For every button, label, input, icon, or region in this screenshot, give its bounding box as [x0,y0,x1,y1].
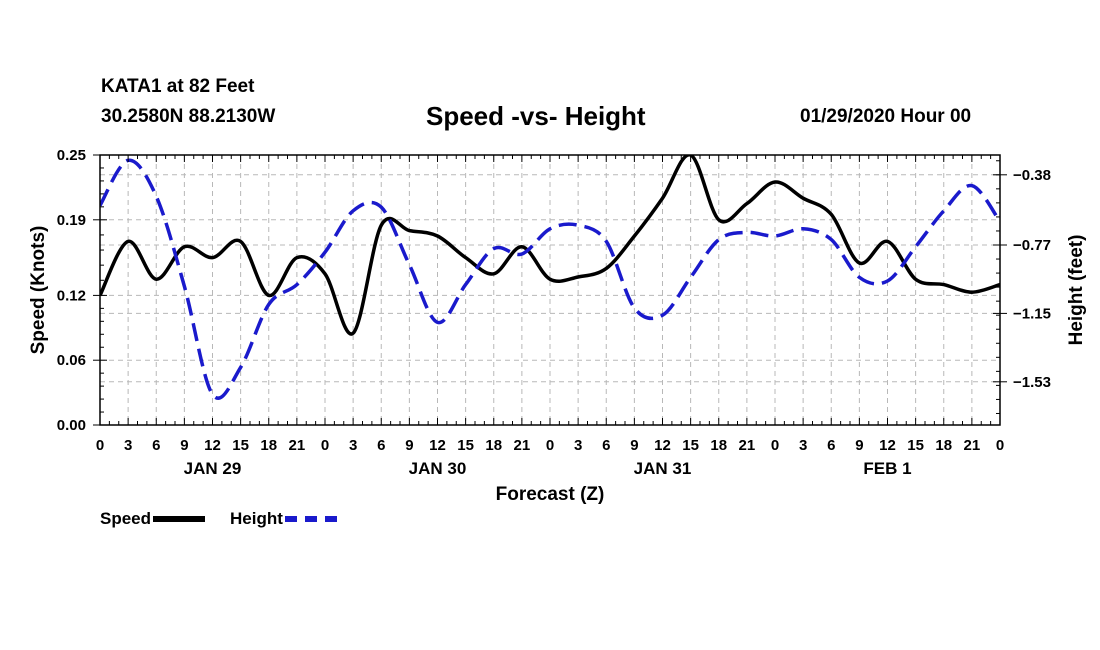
legend-speed: Speed [100,509,206,529]
y-left-tick-label: 0.25 [57,147,86,164]
legend-height-swatch [284,516,337,522]
date-label: JAN 29 [184,459,242,478]
date-label: JAN 30 [409,459,467,478]
chart-title: Speed -vs- Height [426,101,646,131]
y-left-tick-label: 0.00 [57,417,86,434]
series-line-speed [100,155,1000,336]
y-left-tick-label: 0.19 [57,212,86,229]
x-tick-label: 12 [204,437,221,454]
x-tick-label: 18 [710,437,727,454]
x-tick-label: 9 [630,437,638,454]
x-tick-label: 0 [996,437,1004,454]
date-label: JAN 31 [634,459,692,478]
x-tick-label: 21 [514,437,531,454]
y-left-tick-label: 0.06 [57,352,86,369]
x-tick-label: 0 [546,437,554,454]
legend-speed-label: Speed [100,509,152,528]
x-tick-label: 3 [349,437,357,454]
y-right-axis-title: Height (feet) [1066,235,1087,346]
x-tick-label: 21 [964,437,981,454]
x-tick-label: 3 [124,437,132,454]
x-axis-title: Forecast (Z) [496,484,605,505]
x-tick-label: 15 [232,437,249,454]
y-right-tick-label: −0.77 [1013,237,1051,254]
y-right-tick-label: −1.15 [1013,305,1051,322]
x-tick-label: 6 [827,437,835,454]
y-right-tick-label: −0.38 [1013,167,1051,184]
x-tick-label: 0 [771,437,779,454]
y-left-tick-label: 0.12 [57,287,86,304]
axis-labels: 0 3 6 9 12 15 18 21 0 3 6 9 12 15 18 21 0 3 6 9 12 15 18 21 0 3 6 9… [28,147,1087,505]
series-lines [100,155,1000,400]
x-tick-label: 12 [429,437,446,454]
grid-lines [100,155,1000,425]
x-tick-label: 6 [152,437,160,454]
x-tick-label: 15 [907,437,924,454]
x-tick-label: 12 [654,437,671,454]
x-tick-label: 3 [574,437,582,454]
y-right-tick-label: −1.53 [1013,374,1051,391]
x-tick-label: 18 [935,437,952,454]
x-tick-label: 6 [602,437,610,454]
x-tick-label: 0 [321,437,329,454]
date-label: FEB 1 [863,459,911,478]
x-tick-label: 15 [682,437,699,454]
x-tick-label: 12 [879,437,896,454]
legend-speed-swatch [153,516,206,522]
x-tick-label: 9 [405,437,413,454]
x-tick-label: 6 [377,437,385,454]
x-tick-label: 15 [457,437,474,454]
x-tick-label: 18 [485,437,502,454]
y-left-axis-title: Speed (Knots) [28,226,49,355]
x-tick-label: 18 [260,437,277,454]
station-name: KATA1 at 82 Feet [101,76,255,97]
station-coordinates: 30.2580N 88.2130W [101,106,276,127]
x-tick-label: 21 [739,437,756,454]
x-tick-label: 3 [799,437,807,454]
axes [93,154,1007,426]
legend-height-label: Height [230,509,283,528]
x-tick-label: 0 [96,437,104,454]
x-tick-label: 9 [855,437,863,454]
legend-height: Height [230,509,337,529]
x-tick-label: 21 [289,437,306,454]
series-line-height [100,158,1000,400]
x-tick-label: 9 [180,437,188,454]
forecast-run-time: 01/29/2020 Hour 00 [800,106,972,127]
